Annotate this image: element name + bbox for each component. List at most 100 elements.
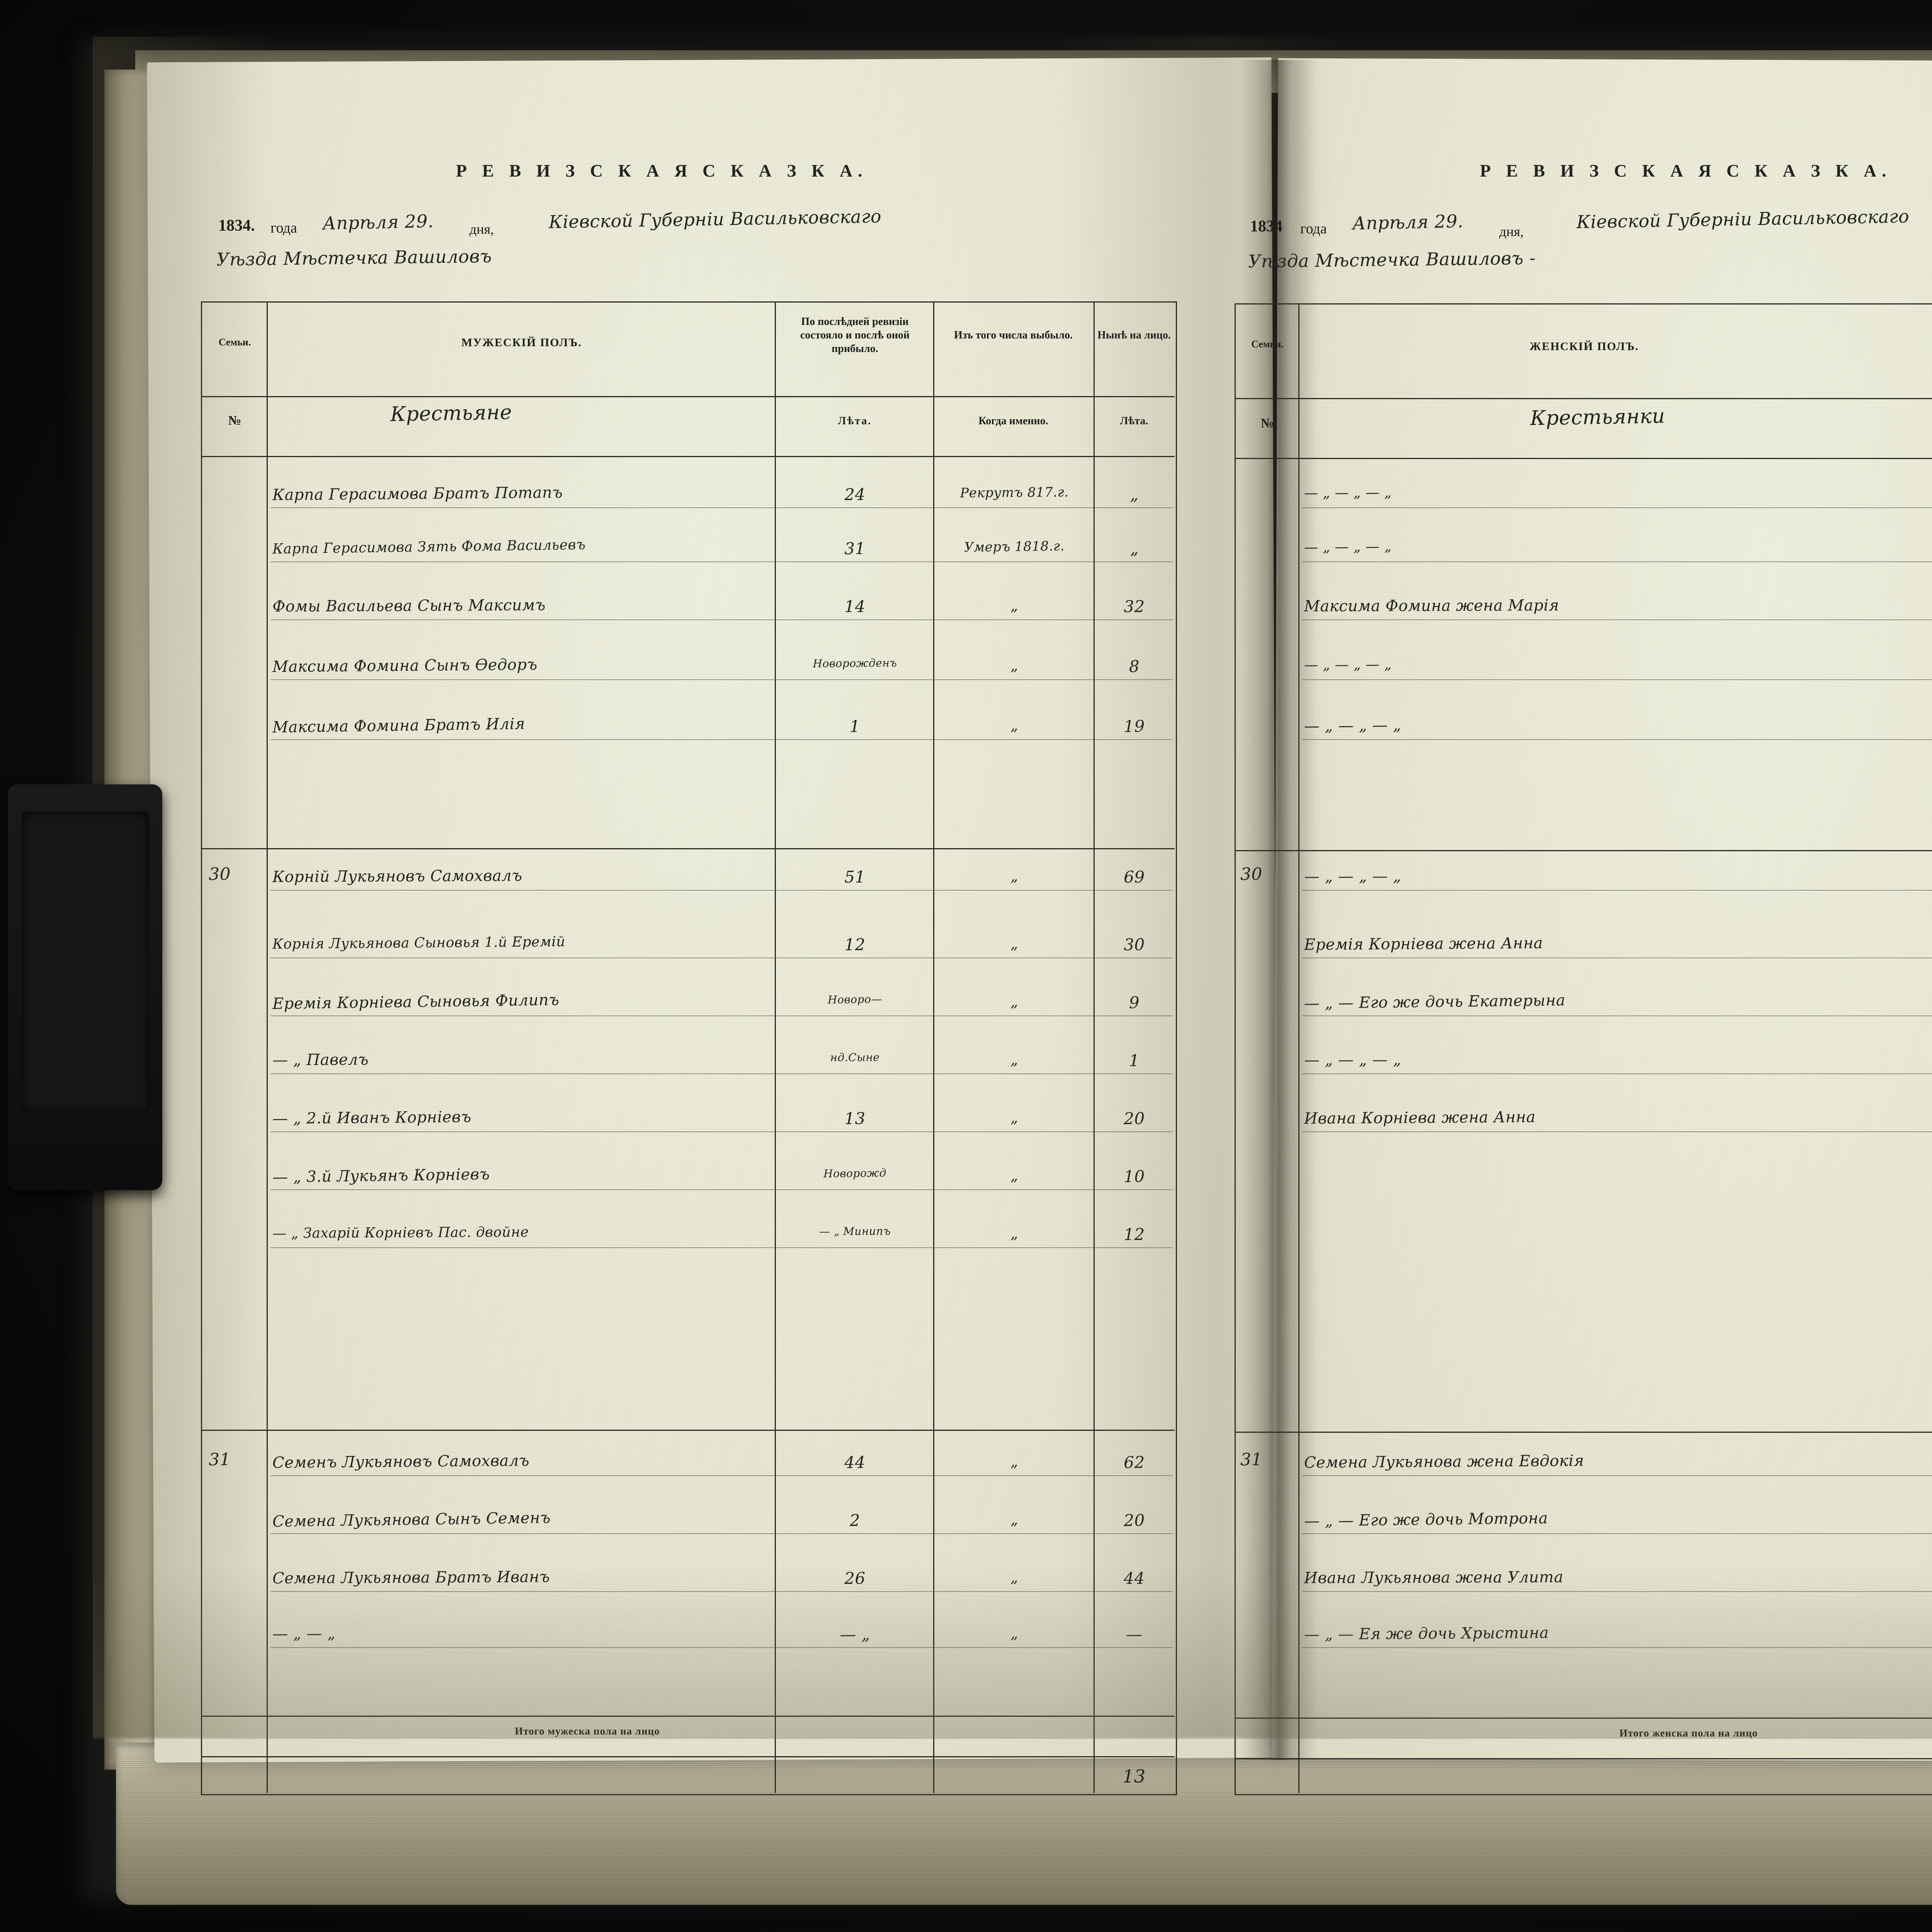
right-header-family: Семьи. xyxy=(1251,338,1284,350)
row-guide-line xyxy=(270,1475,1173,1476)
row-guide-line xyxy=(1302,1131,1932,1132)
left-table xyxy=(201,301,1177,1795)
person-name: — „ 3.й Лукьянъ Корніевъ xyxy=(272,1165,490,1186)
departure-date: „ xyxy=(1010,1452,1019,1470)
left-intro-dnya: дня, xyxy=(469,221,494,237)
person-name: Ивана Корніева жена Анна xyxy=(1304,1108,1536,1128)
left-total-rule-top xyxy=(201,1716,1175,1717)
row-guide-line xyxy=(1302,619,1932,620)
row-guide-line xyxy=(270,1591,1173,1592)
previous-revision-years: 26 xyxy=(844,1568,866,1588)
right-total-rule-top xyxy=(1235,1718,1932,1719)
person-name: Семенъ Лукьяновъ Самохвалъ xyxy=(272,1452,530,1472)
departure-date: Рекрутъ 817.г. xyxy=(960,484,1069,501)
row-guide-line xyxy=(1302,1073,1932,1074)
left-header-family-sub: № xyxy=(228,413,242,428)
person-name: — „ — Его же дочь Мотрона xyxy=(1304,1509,1548,1530)
current-years: 12 xyxy=(1124,1225,1145,1244)
departure-date: „ xyxy=(1010,716,1019,734)
departure-date: „ xyxy=(1010,597,1019,614)
row-guide-line xyxy=(270,561,1173,562)
person-name: Корнія Лукьянова Сыновья 1.й Еремій xyxy=(272,934,566,952)
row-guide-line xyxy=(1302,1533,1932,1534)
row-guide-line xyxy=(1302,1591,1932,1592)
row-guide-line xyxy=(1302,1647,1932,1648)
previous-revision-years: 14 xyxy=(844,597,866,616)
current-years: 20 xyxy=(1124,1109,1145,1128)
left-header-out-sub: Когда именно. xyxy=(978,415,1048,427)
row-guide-line xyxy=(270,1015,1173,1016)
departure-date: „ xyxy=(1010,1225,1019,1242)
left-head-rule-1 xyxy=(201,396,1175,397)
row-guide-line xyxy=(1302,1475,1932,1476)
person-name: Максима Фомина Сынъ Ѳедоръ xyxy=(272,656,537,676)
right-head-rule-2 xyxy=(1235,458,1932,459)
right-intro-goda: года xyxy=(1300,221,1327,237)
left-total-rule-bottom xyxy=(201,1756,1175,1757)
right-rule-family xyxy=(1298,303,1299,1793)
family-number: 30 xyxy=(1240,864,1263,884)
person-name: Семена Лукьянова жена Евдокія xyxy=(1304,1452,1584,1472)
row-guide-line xyxy=(270,1533,1173,1534)
right-total-label: Итого женска пола на лицо xyxy=(1619,1727,1758,1739)
right-header-sex: ЖЕНСКІЙ ПОЛЪ. xyxy=(1529,340,1639,353)
left-header-sex-sub: Крестьяне xyxy=(390,401,512,426)
left-intro-year: 1834. xyxy=(218,217,255,235)
left-page-title: Р Е В И З С К А Я С К А З К А. xyxy=(456,161,868,180)
row-guide-line xyxy=(1302,739,1932,740)
row-guide-line xyxy=(270,1189,1173,1190)
left-header-prev-sub: Лѣта. xyxy=(838,415,872,427)
person-name: — „ — „ — „ xyxy=(1304,1051,1401,1069)
person-name: — „ — „ — „ xyxy=(1304,538,1392,556)
row-guide-line xyxy=(270,619,1173,620)
previous-revision-years: Новорожденъ xyxy=(813,656,897,670)
row-guide-line xyxy=(1302,1015,1932,1016)
row-guide-line xyxy=(1302,679,1932,680)
book-gutter xyxy=(1240,60,1318,1760)
row-guide-line xyxy=(1302,957,1932,958)
current-years: 69 xyxy=(1124,867,1145,887)
left-intro-goda: года xyxy=(270,220,297,236)
family-number: 30 xyxy=(208,864,231,884)
current-years: 62 xyxy=(1124,1452,1145,1472)
left-rule-names xyxy=(775,301,776,1793)
person-name: Карпа Герасимова Братъ Потапъ xyxy=(272,483,563,504)
current-years: 32 xyxy=(1124,597,1145,616)
row-guide-line xyxy=(270,1131,1173,1132)
left-rule-years xyxy=(933,301,934,1793)
current-years: 30 xyxy=(1124,935,1145,954)
person-name: — „ 2.й Иванъ Корніевъ xyxy=(272,1108,472,1128)
right-header-family-sub: № xyxy=(1260,416,1274,430)
person-name: Корній Лукьяновъ Самохвалъ xyxy=(272,867,522,886)
row-guide-line xyxy=(270,739,1173,740)
row-guide-line xyxy=(270,1073,1173,1074)
previous-revision-years: 31 xyxy=(844,539,866,558)
departure-date: „ xyxy=(1010,1167,1019,1184)
right-page-title: Р Е В И З С К А Я С К А З К А. xyxy=(1480,161,1892,180)
departure-date: „ xyxy=(1010,867,1019,885)
departure-date: „ xyxy=(1010,935,1019,952)
right-table xyxy=(1235,303,1932,1795)
row-guide-line xyxy=(1302,561,1932,562)
left-header-now: Нынѣ на лицо. xyxy=(1097,329,1171,341)
row-guide-line xyxy=(270,957,1173,958)
departure-date: „ xyxy=(1010,993,1019,1010)
left-head-rule-2 xyxy=(201,456,1175,457)
left-total-label: Итого мужеска пола на лицо xyxy=(515,1725,660,1737)
previous-revision-years: 12 xyxy=(844,935,866,954)
person-name: Ивана Лукьянова жена Улита xyxy=(1304,1568,1563,1587)
previous-revision-years: Новорожд xyxy=(823,1166,887,1180)
departure-date: „ xyxy=(1010,1624,1019,1642)
current-years: „ xyxy=(1130,485,1139,504)
previous-revision-years: — „ Минипъ xyxy=(819,1225,891,1238)
previous-revision-years: нд.Сыне xyxy=(830,1051,880,1064)
book-clip[interactable] xyxy=(8,784,162,1190)
family-number: 31 xyxy=(1240,1449,1263,1470)
row-guide-line xyxy=(270,890,1173,891)
family-number: 31 xyxy=(208,1449,231,1470)
person-name: — „ — „ — „ xyxy=(1304,485,1392,501)
current-years: 8 xyxy=(1129,656,1140,676)
left-intro-place-line2: Уѣзда Мѣстечка Вашиловъ xyxy=(216,245,492,270)
row-guide-line xyxy=(270,1247,1173,1248)
departure-date: „ xyxy=(1010,1051,1019,1068)
